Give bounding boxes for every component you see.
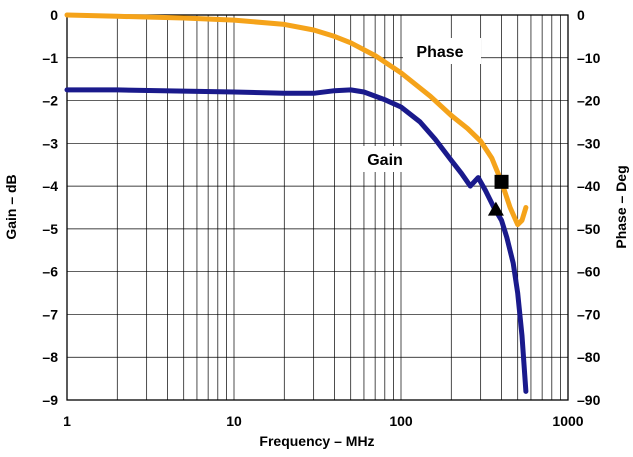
x-tick-label: 1 (63, 413, 71, 429)
gain-series-label: Gain (367, 152, 403, 169)
y-left-tick-label: –9 (42, 392, 58, 408)
y-right-tick-label: –20 (577, 93, 601, 109)
triangle-marker (487, 201, 504, 216)
y-right-tick-label: –30 (577, 135, 601, 151)
y-left-tick-label: –8 (42, 349, 58, 365)
tick-labels: 1 10 100 10000–1–2–3–4–5–6–7–8–90–10–20–30–… (42, 7, 600, 429)
x-tick-label: 100 (389, 413, 413, 429)
phase-series-label: Phase (416, 44, 463, 61)
y-left-tick-label: –3 (42, 135, 58, 151)
y-left-tick-label: –1 (42, 50, 58, 66)
y-right-tick-label: 0 (577, 7, 585, 23)
y-right-tick-label: –10 (577, 50, 601, 66)
square-marker (494, 174, 509, 189)
series-layer (64, 12, 529, 394)
y-axis-label-right: Phase – Deg (613, 165, 629, 248)
y-right-tick-label: –40 (577, 178, 601, 194)
gain-label-bg (355, 146, 415, 172)
y-left-tick-label: –7 (42, 306, 58, 322)
y-left-tick-label: –6 (42, 264, 58, 280)
y-axis-label-left: Gain – dB (3, 174, 19, 239)
y-left-tick-label: –5 (42, 221, 58, 237)
phase-label-bg (403, 38, 481, 64)
plot-frame (66, 14, 569, 401)
marker-layer (487, 174, 509, 216)
gain-series-line (64, 87, 529, 394)
phase-series-line (64, 12, 529, 228)
x-tick-label: 1000 (552, 413, 583, 429)
y-left-tick-label: –4 (42, 178, 58, 194)
x-tick-label: 10 (226, 413, 242, 429)
y-right-tick-label: –60 (577, 264, 601, 280)
y-left-tick-label: –2 (42, 93, 58, 109)
y-right-tick-label: –70 (577, 306, 601, 322)
y-right-tick-label: –80 (577, 349, 601, 365)
y-left-tick-label: 0 (50, 7, 58, 23)
y-right-tick-label: –50 (577, 221, 601, 237)
y-right-tick-label: –90 (577, 392, 601, 408)
x-axis-label: Frequency – MHz (259, 433, 374, 449)
